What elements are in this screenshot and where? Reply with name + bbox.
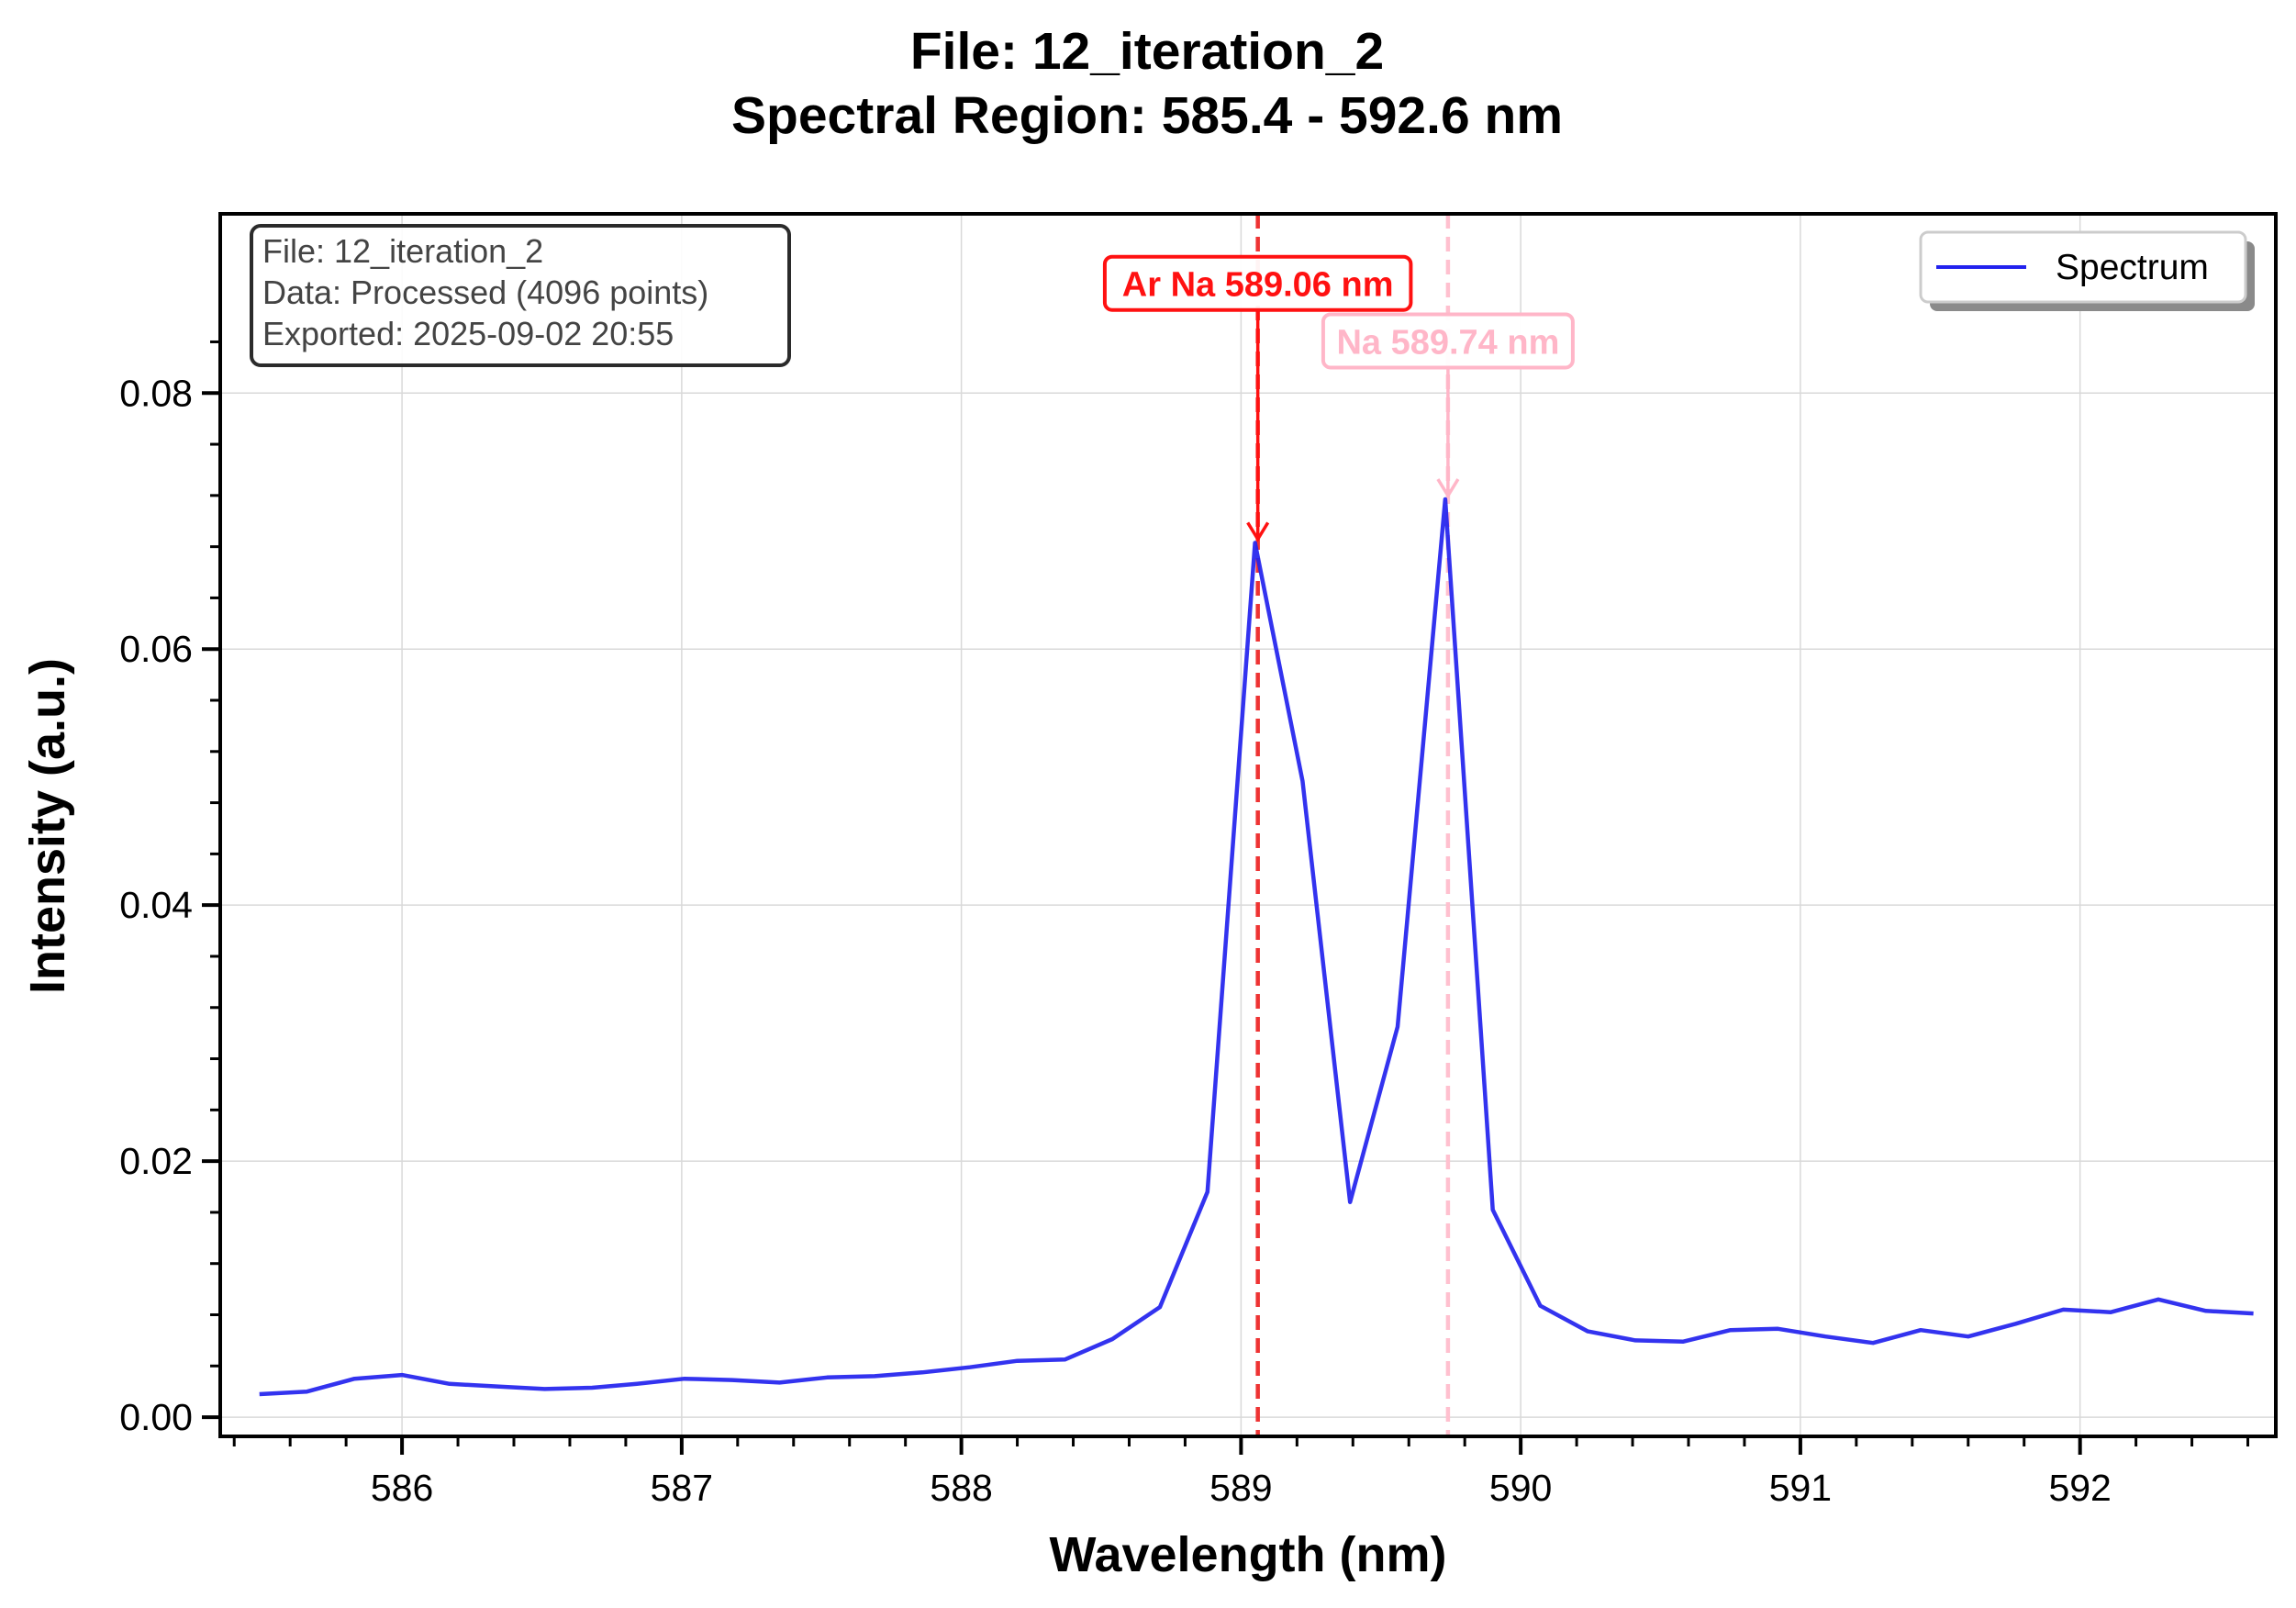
x-axis-label: Wavelength (nm) bbox=[1049, 1527, 1446, 1582]
legend: Spectrum bbox=[1919, 230, 2255, 311]
spectrum-point bbox=[1872, 1342, 1875, 1345]
spectrum-point bbox=[1777, 1327, 1779, 1330]
spectrum-point bbox=[1539, 1304, 1542, 1307]
chart-title: File: 12_iteration_2 bbox=[910, 22, 1384, 81]
peak-arrow-head bbox=[1436, 478, 1460, 499]
y-tick-label: 0.04 bbox=[119, 884, 193, 926]
peak-label-box: Ar Na 589.06 nm bbox=[1102, 254, 1413, 312]
spectrum-point bbox=[306, 1390, 308, 1393]
spectrum-point bbox=[1064, 1358, 1066, 1361]
spectrum-point bbox=[874, 1375, 876, 1378]
spectrum-point bbox=[1491, 1209, 1494, 1212]
spectrum-point bbox=[968, 1366, 971, 1368]
spectrum-point bbox=[1824, 1335, 1827, 1338]
spectrum-point bbox=[496, 1385, 498, 1388]
y-tick-label: 0.06 bbox=[119, 628, 193, 670]
y-axis-label: Intensity (a.u.) bbox=[20, 658, 75, 994]
spectrum-point bbox=[1443, 498, 1446, 501]
spectrum-point bbox=[1919, 1329, 1922, 1332]
spectrum-line bbox=[259, 497, 2254, 1397]
x-tick-label: 589 bbox=[1209, 1467, 1272, 1509]
spectrum-point bbox=[353, 1378, 356, 1380]
spectrum-point bbox=[1967, 1335, 1969, 1338]
spectrum-point bbox=[258, 1392, 261, 1395]
spectrum-point bbox=[920, 1371, 923, 1374]
info-data: Data: Processed (4096 points) bbox=[262, 274, 708, 311]
spectrum-point bbox=[2252, 1312, 2255, 1315]
spectrum-point bbox=[2014, 1323, 2017, 1325]
annotation-layer: Ar Na 589.06 nm Na 589.74 nm bbox=[1102, 254, 1575, 542]
spectrum-point bbox=[1729, 1329, 1732, 1332]
x-tick-label: 586 bbox=[371, 1467, 433, 1509]
spectrum-point bbox=[1587, 1330, 1589, 1333]
x-tick-label: 591 bbox=[1769, 1467, 1832, 1509]
spectrum-point bbox=[1111, 1337, 1114, 1340]
spectrum-point bbox=[2157, 1298, 2160, 1301]
spectrum-point bbox=[1016, 1359, 1019, 1362]
annotation-lines bbox=[1255, 214, 1451, 1436]
spectrum-point bbox=[448, 1382, 451, 1385]
spectrum-point bbox=[1301, 779, 1304, 782]
x-tick-label: 587 bbox=[651, 1467, 713, 1509]
x-tick-label: 590 bbox=[1489, 1467, 1552, 1509]
peak-label: Na 589.74 nm bbox=[1336, 323, 1559, 362]
x-axis-ticks: 586 587 588 589 590 591 592 bbox=[232, 1436, 2250, 1509]
spectrum-point bbox=[1397, 1025, 1399, 1028]
peak-label-box: Na 589.74 nm bbox=[1321, 312, 1575, 370]
spectrum-point bbox=[591, 1386, 594, 1389]
spectrum-point bbox=[1349, 1200, 1352, 1203]
spectrum-point bbox=[1206, 1190, 1209, 1193]
peak-label: Ar Na 589.06 nm bbox=[1122, 266, 1394, 305]
spectrum-point bbox=[1159, 1306, 1162, 1309]
spectrum-point bbox=[636, 1382, 639, 1385]
spectrum-point bbox=[683, 1378, 685, 1380]
y-tick-label: 0.02 bbox=[119, 1140, 193, 1182]
spectrum-point bbox=[778, 1381, 781, 1384]
chart-subtitle: Spectral Region: 585.4 - 592.6 nm bbox=[731, 86, 1563, 145]
peak-arrow-head bbox=[1246, 521, 1270, 542]
spectrum-point bbox=[2062, 1308, 2065, 1311]
y-tick-label: 0.00 bbox=[119, 1396, 193, 1438]
x-tick-label: 588 bbox=[930, 1467, 992, 1509]
spectrum-point bbox=[1254, 542, 1256, 544]
spectrum-point bbox=[2204, 1310, 2207, 1312]
spectrum-point bbox=[401, 1374, 404, 1377]
spectrum-point bbox=[543, 1388, 546, 1390]
spectrum-point bbox=[1634, 1339, 1637, 1342]
legend-label: Spectrum bbox=[2056, 248, 2209, 287]
y-axis-ticks: 0.00 0.02 0.04 0.06 0.08 bbox=[119, 340, 220, 1438]
info-file: File: 12_iteration_2 bbox=[262, 232, 543, 270]
info-exported: Exported: 2025-09-02 20:55 bbox=[262, 315, 674, 352]
spectrum-point bbox=[826, 1376, 829, 1379]
y-tick-label: 0.08 bbox=[119, 372, 193, 414]
grid-lines bbox=[220, 214, 2276, 1436]
spectrum-point bbox=[2110, 1311, 2112, 1313]
spectrum-point bbox=[730, 1379, 733, 1381]
series-layer bbox=[258, 497, 2255, 1397]
plot-frame bbox=[218, 212, 2278, 1438]
spectrum-point bbox=[1681, 1340, 1684, 1343]
x-tick-label: 592 bbox=[2048, 1467, 2111, 1509]
info-box: File: 12_iteration_2 Data: Processed (40… bbox=[250, 224, 791, 367]
